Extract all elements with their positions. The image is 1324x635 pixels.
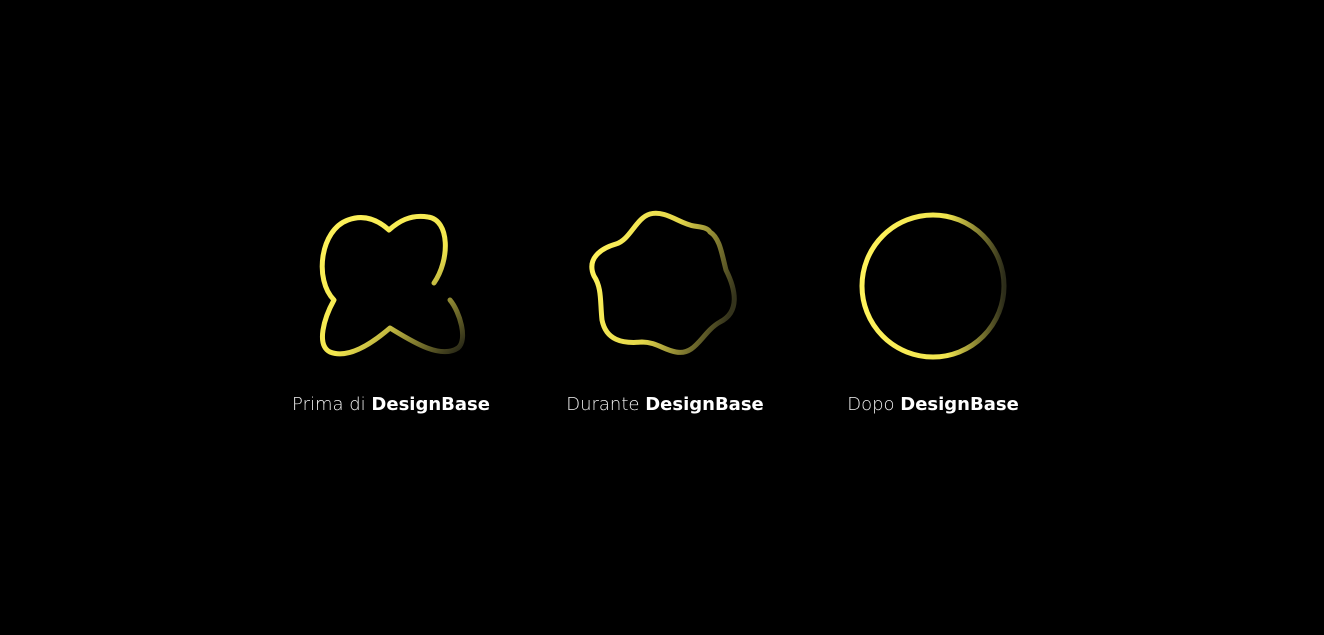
after-caption-brand: DesignBase — [900, 394, 1019, 415]
after-shape-icon — [859, 212, 1007, 360]
after-caption: Dopo DesignBase — [840, 393, 1026, 417]
before-caption-prefix: Prima di — [292, 394, 366, 415]
during-caption: Durante DesignBase — [566, 393, 764, 417]
after-caption-prefix: Dopo — [847, 394, 895, 415]
before-shape-icon — [319, 213, 465, 357]
during-caption-brand: DesignBase — [645, 394, 764, 415]
before-caption: Prima di DesignBase — [292, 393, 490, 417]
before-caption-brand: DesignBase — [371, 394, 490, 415]
during-shape-icon — [589, 210, 737, 355]
during-caption-prefix: Durante — [566, 394, 640, 415]
